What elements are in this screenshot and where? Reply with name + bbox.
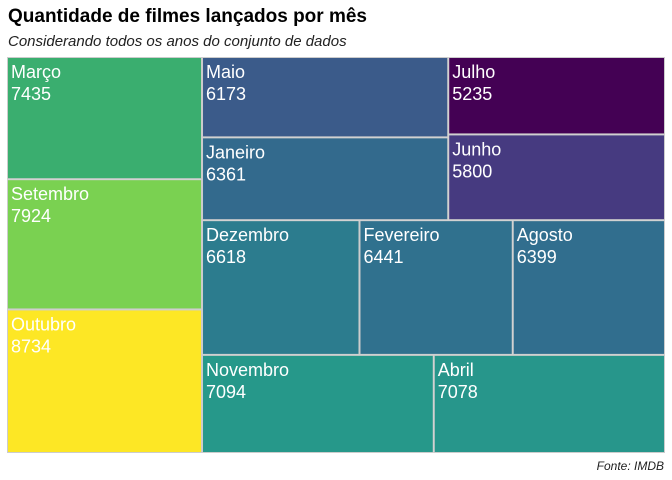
treemap-value: 7094 [206,382,246,402]
treemap-value: 5235 [452,84,492,104]
treemap-rect-outubro [7,309,203,453]
treemap-rect-novembro [202,354,434,453]
treemap-value: 6173 [206,84,246,104]
treemap-rect-marco [7,57,203,180]
treemap-rect-maio [202,57,449,138]
treemap-rect-setembro [7,179,203,310]
treemap-chart: Março7435Setembro7924Outubro8734Maio6173… [7,57,665,453]
treemap-rect-fevereiro [359,220,513,355]
treemap-label: Julho [452,62,495,82]
treemap-label: Janeiro [206,142,265,162]
treemap-rect-julho [448,57,665,135]
treemap-value: 8734 [11,336,51,356]
treemap-value: 6361 [206,164,246,184]
treemap-rect-agosto [512,220,665,355]
treemap-label: Dezembro [206,225,289,245]
treemap-value: 7078 [438,382,478,402]
treemap-label: Setembro [11,184,89,204]
treemap-label: Junho [452,139,501,159]
treemap-label: Fevereiro [363,225,439,245]
treemap-rect-dezembro [202,220,360,355]
treemap-label: Outubro [11,314,76,334]
treemap-label: Abril [438,360,474,380]
treemap-value: 5800 [452,161,492,181]
treemap-rect-junho [448,134,665,221]
treemap-value: 6399 [517,247,557,267]
treemap-label: Novembro [206,360,289,380]
treemap-value: 6441 [363,247,403,267]
treemap-label: Agosto [517,225,573,245]
source-note: Fonte: IMDB [596,459,664,473]
treemap-rect-janeiro [202,137,449,221]
treemap-rect-abril [433,354,665,453]
treemap-label: Maio [206,62,245,82]
treemap-value: 6618 [206,247,246,267]
chart-title: Quantidade de filmes lançados por mês [8,6,367,27]
treemap-value: 7924 [11,206,51,226]
chart-subtitle: Considerando todos os anos do conjunto d… [8,33,347,50]
treemap-value: 7435 [11,84,51,104]
treemap-label: Março [11,62,61,82]
